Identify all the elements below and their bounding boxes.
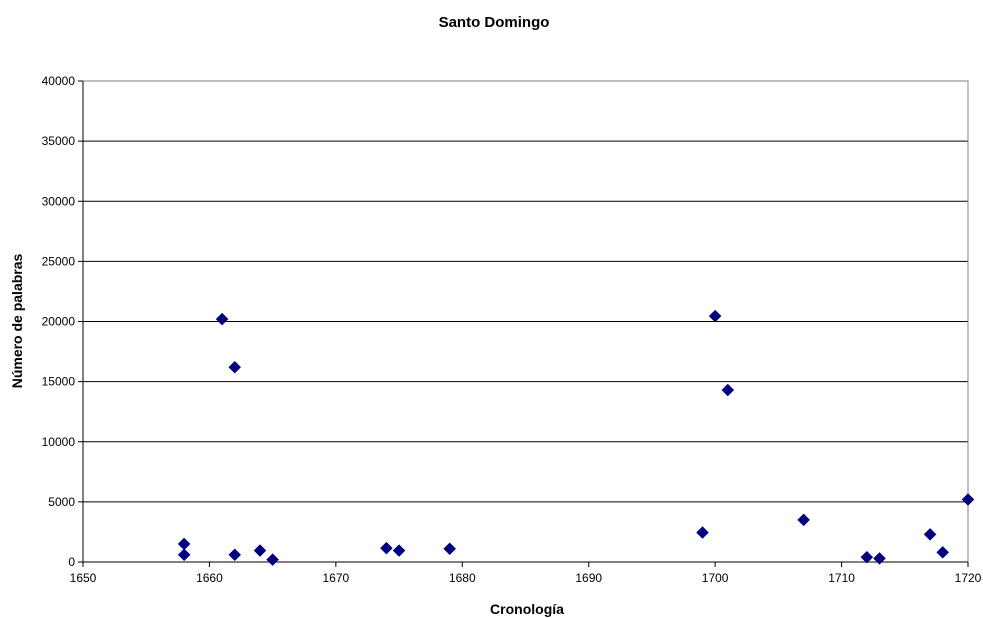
y-tick-label: 35000 — [42, 134, 76, 148]
y-tick-labels: 0 5000 10000 15000 20000 25000 30000 35000 40000 — [42, 74, 83, 569]
y-tick-label: 15000 — [42, 375, 76, 389]
data-point — [696, 526, 709, 539]
data-point — [215, 312, 229, 326]
y-tick-label: 10000 — [42, 435, 76, 449]
y-axis-title: Número de palabras — [9, 253, 25, 388]
y-tick-label: 0 — [68, 555, 75, 569]
x-tick-label: 1650 — [70, 571, 97, 585]
data-point — [177, 548, 191, 562]
y-tick-label: 5000 — [48, 495, 75, 509]
y-tick-label: 30000 — [42, 194, 76, 208]
x-tick-label: 1720 — [955, 571, 982, 585]
y-tick-label: 25000 — [42, 254, 76, 268]
y-tick-label: 20000 — [42, 315, 76, 329]
data-point — [923, 527, 937, 541]
data-point — [961, 493, 975, 506]
data-point — [253, 544, 267, 557]
x-axis-title: Cronología — [490, 601, 564, 617]
x-tick-label: 1690 — [575, 571, 602, 585]
x-tick-label: 1660 — [196, 571, 223, 585]
data-point — [392, 544, 406, 557]
data-point — [721, 383, 735, 397]
x-tick-label: 1700 — [702, 571, 729, 585]
data-point — [443, 542, 456, 556]
chart-title: Santo Domingo — [439, 14, 550, 31]
y-tick-label: 40000 — [42, 74, 76, 88]
gridlines — [83, 80, 968, 503]
data-point — [177, 537, 191, 551]
data-point — [708, 309, 722, 323]
x-tick-label: 1670 — [323, 571, 350, 585]
data-point — [228, 548, 242, 562]
x-tick-label: 1710 — [828, 571, 855, 585]
data-point — [936, 546, 950, 559]
data-point — [860, 550, 874, 564]
data-point — [228, 360, 242, 374]
data-point — [266, 553, 279, 566]
data-point — [797, 513, 810, 527]
x-tick-label: 1680 — [449, 571, 476, 585]
x-tick-labels: 1650 1660 1670 1680 1690 1700 1710 1720 — [70, 562, 982, 585]
data-points — [177, 309, 975, 566]
data-point — [380, 541, 393, 555]
data-point — [873, 552, 886, 565]
